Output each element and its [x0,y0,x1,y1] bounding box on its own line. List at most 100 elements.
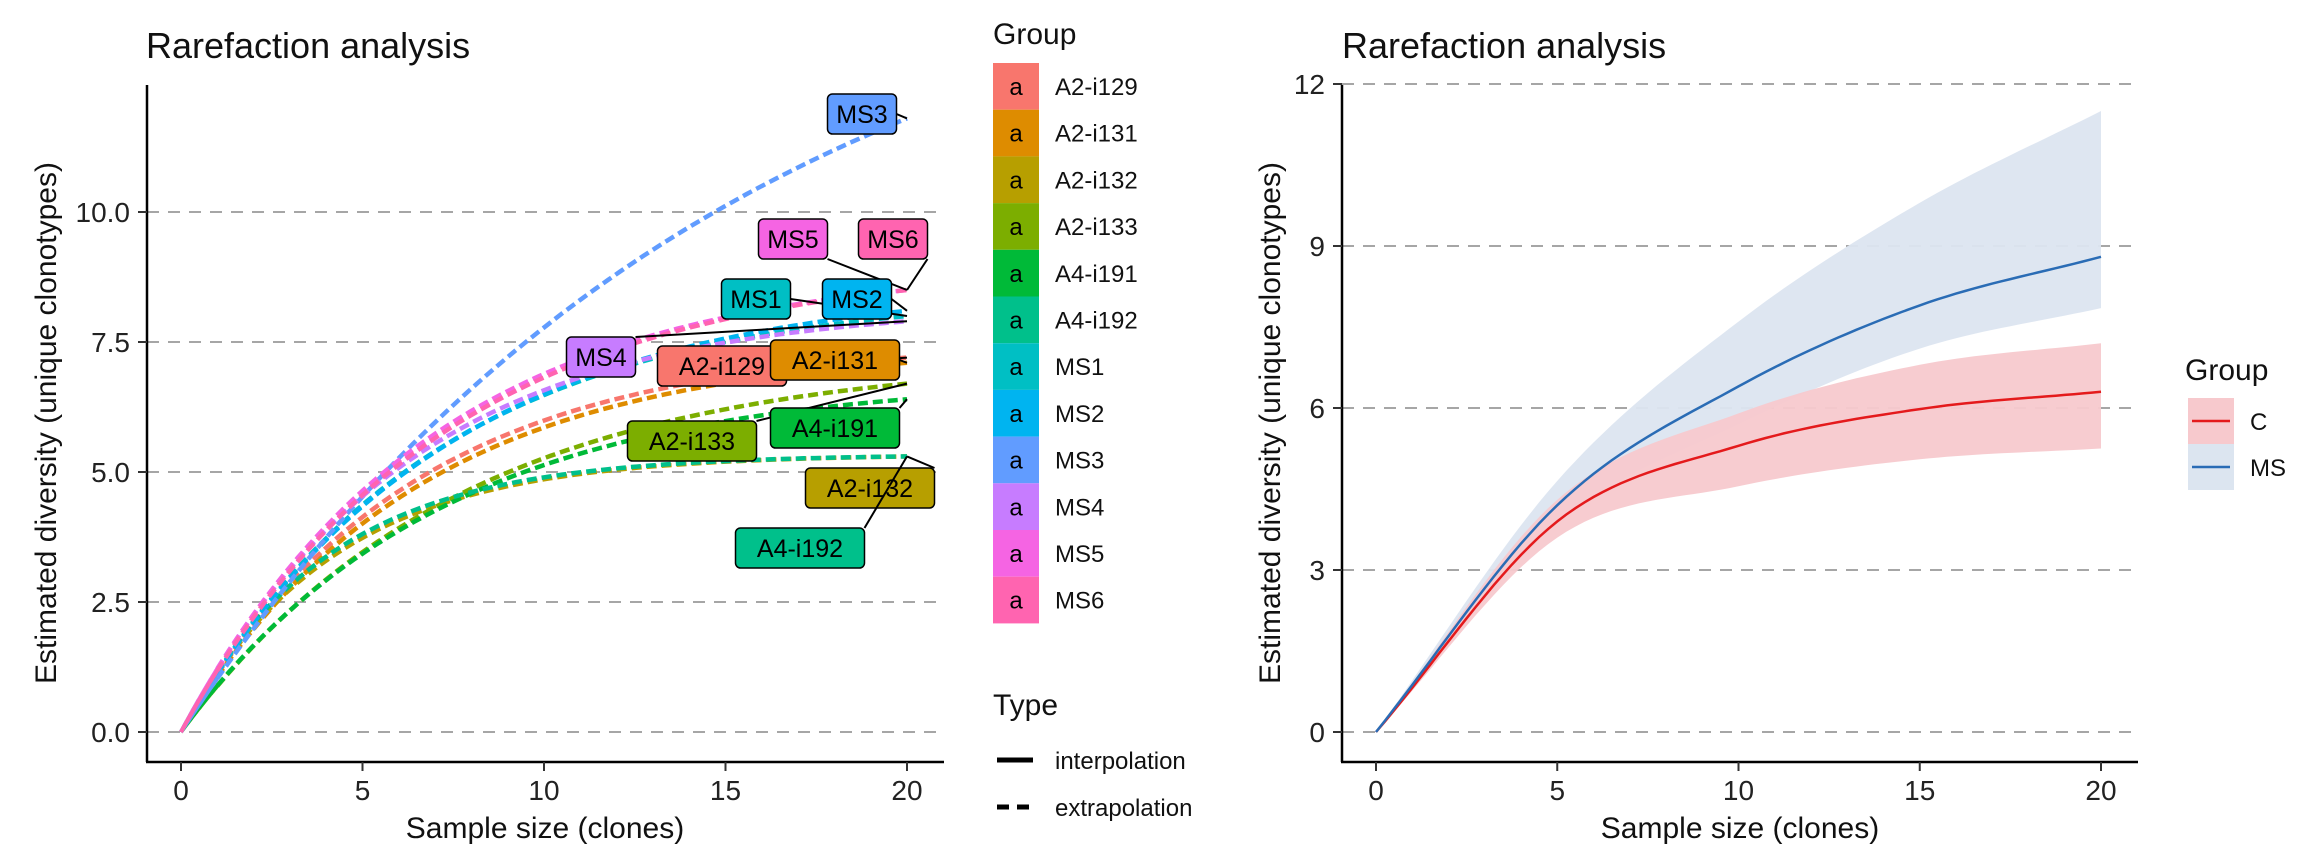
label-box-MS6 [857,218,929,260]
group-legend-glyph: a [1009,261,1023,288]
group-legend-label-MS1: MS1 [1055,354,1104,381]
group-legend-glyph: a [1009,74,1023,101]
right-legend-items: C MS [2188,398,2286,490]
right-legend-title: Group [2185,354,2268,387]
label-connector-A2-i131 [899,359,908,364]
label-connector-A4-i191 [898,398,908,409]
group-legend: Group a A2-i129 a A2-i131 a A2-i132 a A2-i133 a A… [993,18,1138,624]
right-x-tick-label: 10 [1723,775,1754,806]
left-series-extrap-MS5 [215,287,908,671]
group-legend-label-A2-i129: A2-i129 [1055,74,1138,101]
label-connector-MS4 [635,320,908,338]
label-text-MS5: MS5 [767,226,818,254]
type-legend-title: Type [993,689,1058,722]
left-x-axis-title: Sample size (clones) [406,812,684,845]
label-connector-MS3 [896,113,908,120]
group-legend-glyph: a [1009,541,1023,568]
label-text-A4-i191: A4-i191 [792,415,878,443]
left-x-tick-label: 20 [891,775,922,806]
right-series-lines [1375,255,2102,733]
left-y-tick-label: 7.5 [91,327,130,358]
group-legend-key-MS4 [993,483,1039,530]
label-box-A2-i133 [626,420,758,462]
label-text-MS4: MS4 [575,344,627,372]
group-legend-label-A2-i131: A2-i131 [1055,121,1138,148]
label-connector-A2-i132 [906,455,935,469]
label-connector-MS2 [890,298,908,312]
label-box-MS3 [826,93,898,135]
group-legend-key-A2-i131 [993,109,1039,157]
right-x-tick-label: 0 [1368,775,1384,806]
label-box-MS2 [821,278,893,320]
group-legend-key-A2-i133 [993,203,1039,250]
left-y-axis-title: Estimated diversity (unique clonotypes) [30,162,63,684]
label-box-MS1 [720,278,792,320]
group-legend-glyph: a [1009,588,1023,615]
right-legend-label-MS: MS [2250,455,2286,482]
left-series-extrap-A2-i131 [215,360,908,678]
right-y-tick-label: 9 [1309,231,1325,262]
group-legend-glyph: a [1009,401,1023,428]
right-x-tick-label: 15 [1904,775,1935,806]
right-panel: Rarefaction analysis 0 3 6 9 12 0 5 10 15 20 Sam… [1254,25,2138,845]
label-box-A4-i192 [734,527,866,569]
left-series-extrap-A2-i129 [215,355,908,676]
label-text-MS1: MS1 [730,286,781,314]
left-y-ticks: 0.0 2.5 5.0 7.5 10.0 [76,197,147,748]
group-legend-label-A4-i192: A4-i192 [1055,308,1138,335]
group-legend-glyph: a [1009,448,1023,475]
right-y-tick-label: 6 [1309,393,1325,424]
label-text-MS2: MS2 [831,286,882,314]
label-box-A2-i131 [769,339,901,381]
group-legend-items: a A2-i129 a A2-i131 a A2-i132 a A2-i133 a A4-i191… [993,63,1138,624]
type-legend-interpolation: interpolation [1055,748,1186,775]
right-line-C [1375,390,2102,733]
label-connector-MS6 [906,258,929,291]
group-legend-label-MS2: MS2 [1055,401,1104,428]
group-legend-key-A2-i129 [993,63,1039,110]
group-legend-key-A4-i191 [993,249,1039,297]
label-connector-MS5 [827,258,908,291]
left-chart-title: Rarefaction analysis [146,25,470,66]
label-connector-A4-i192 [863,455,908,529]
right-x-tick-label: 5 [1549,775,1565,806]
left-y-tick-label: 10.0 [76,197,131,228]
right-y-tick-label: 0 [1309,717,1325,748]
group-legend-glyph: a [1009,494,1023,521]
group-legend-label-A4-i191: A4-i191 [1055,261,1138,288]
left-series-interp-MS6 [179,669,220,733]
right-legend-label-C: C [2250,409,2267,436]
label-box-MS5 [757,218,829,260]
label-text-MS3: MS3 [836,101,887,129]
group-legend-key-A4-i192 [993,296,1039,344]
group-legend-glyph: a [1009,167,1023,194]
left-series-extrap-A2-i133 [215,381,908,688]
right-x-axis-title: Sample size (clones) [1601,812,1879,845]
left-y-tick-label: 5.0 [91,457,130,488]
label-text-MS6: MS6 [867,226,918,254]
left-x-ticks: 0 5 10 15 20 [173,762,923,806]
group-legend-key-A2-i132 [993,156,1039,204]
left-series-extrap-A4-i192 [215,454,908,672]
group-legend-key-MS3 [993,436,1039,484]
left-y-tick-label: 2.5 [91,587,130,618]
group-legend-key-MS5 [993,530,1039,577]
label-text-A2-i133: A2-i133 [649,428,735,456]
right-y-tick-label: 3 [1309,555,1325,586]
right-chart-title: Rarefaction analysis [1342,25,1666,66]
right-y-ticks: 0 3 6 9 12 [1294,69,1342,748]
label-text-A2-i132: A2-i132 [827,475,913,503]
label-box-A2-i132 [804,467,936,509]
type-legend-extrapolation: extrapolation [1055,795,1192,822]
group-legend-label-MS4: MS4 [1055,494,1104,521]
right-confidence-bands [1376,111,2101,732]
group-legend-label-MS5: MS5 [1055,541,1104,568]
left-y-tick-label: 0.0 [91,717,130,748]
right-group-legend: Group C MS [2185,354,2286,490]
left-panel: Rarefaction analysis MS3 MS5 MS6 MS1 MS2 MS4 A… [30,25,944,845]
right-line-MS [1375,255,2102,733]
left-x-tick-label: 10 [528,775,559,806]
left-series-extrap-MS6 [215,287,908,672]
left-series-extrap-MS3 [215,116,908,680]
